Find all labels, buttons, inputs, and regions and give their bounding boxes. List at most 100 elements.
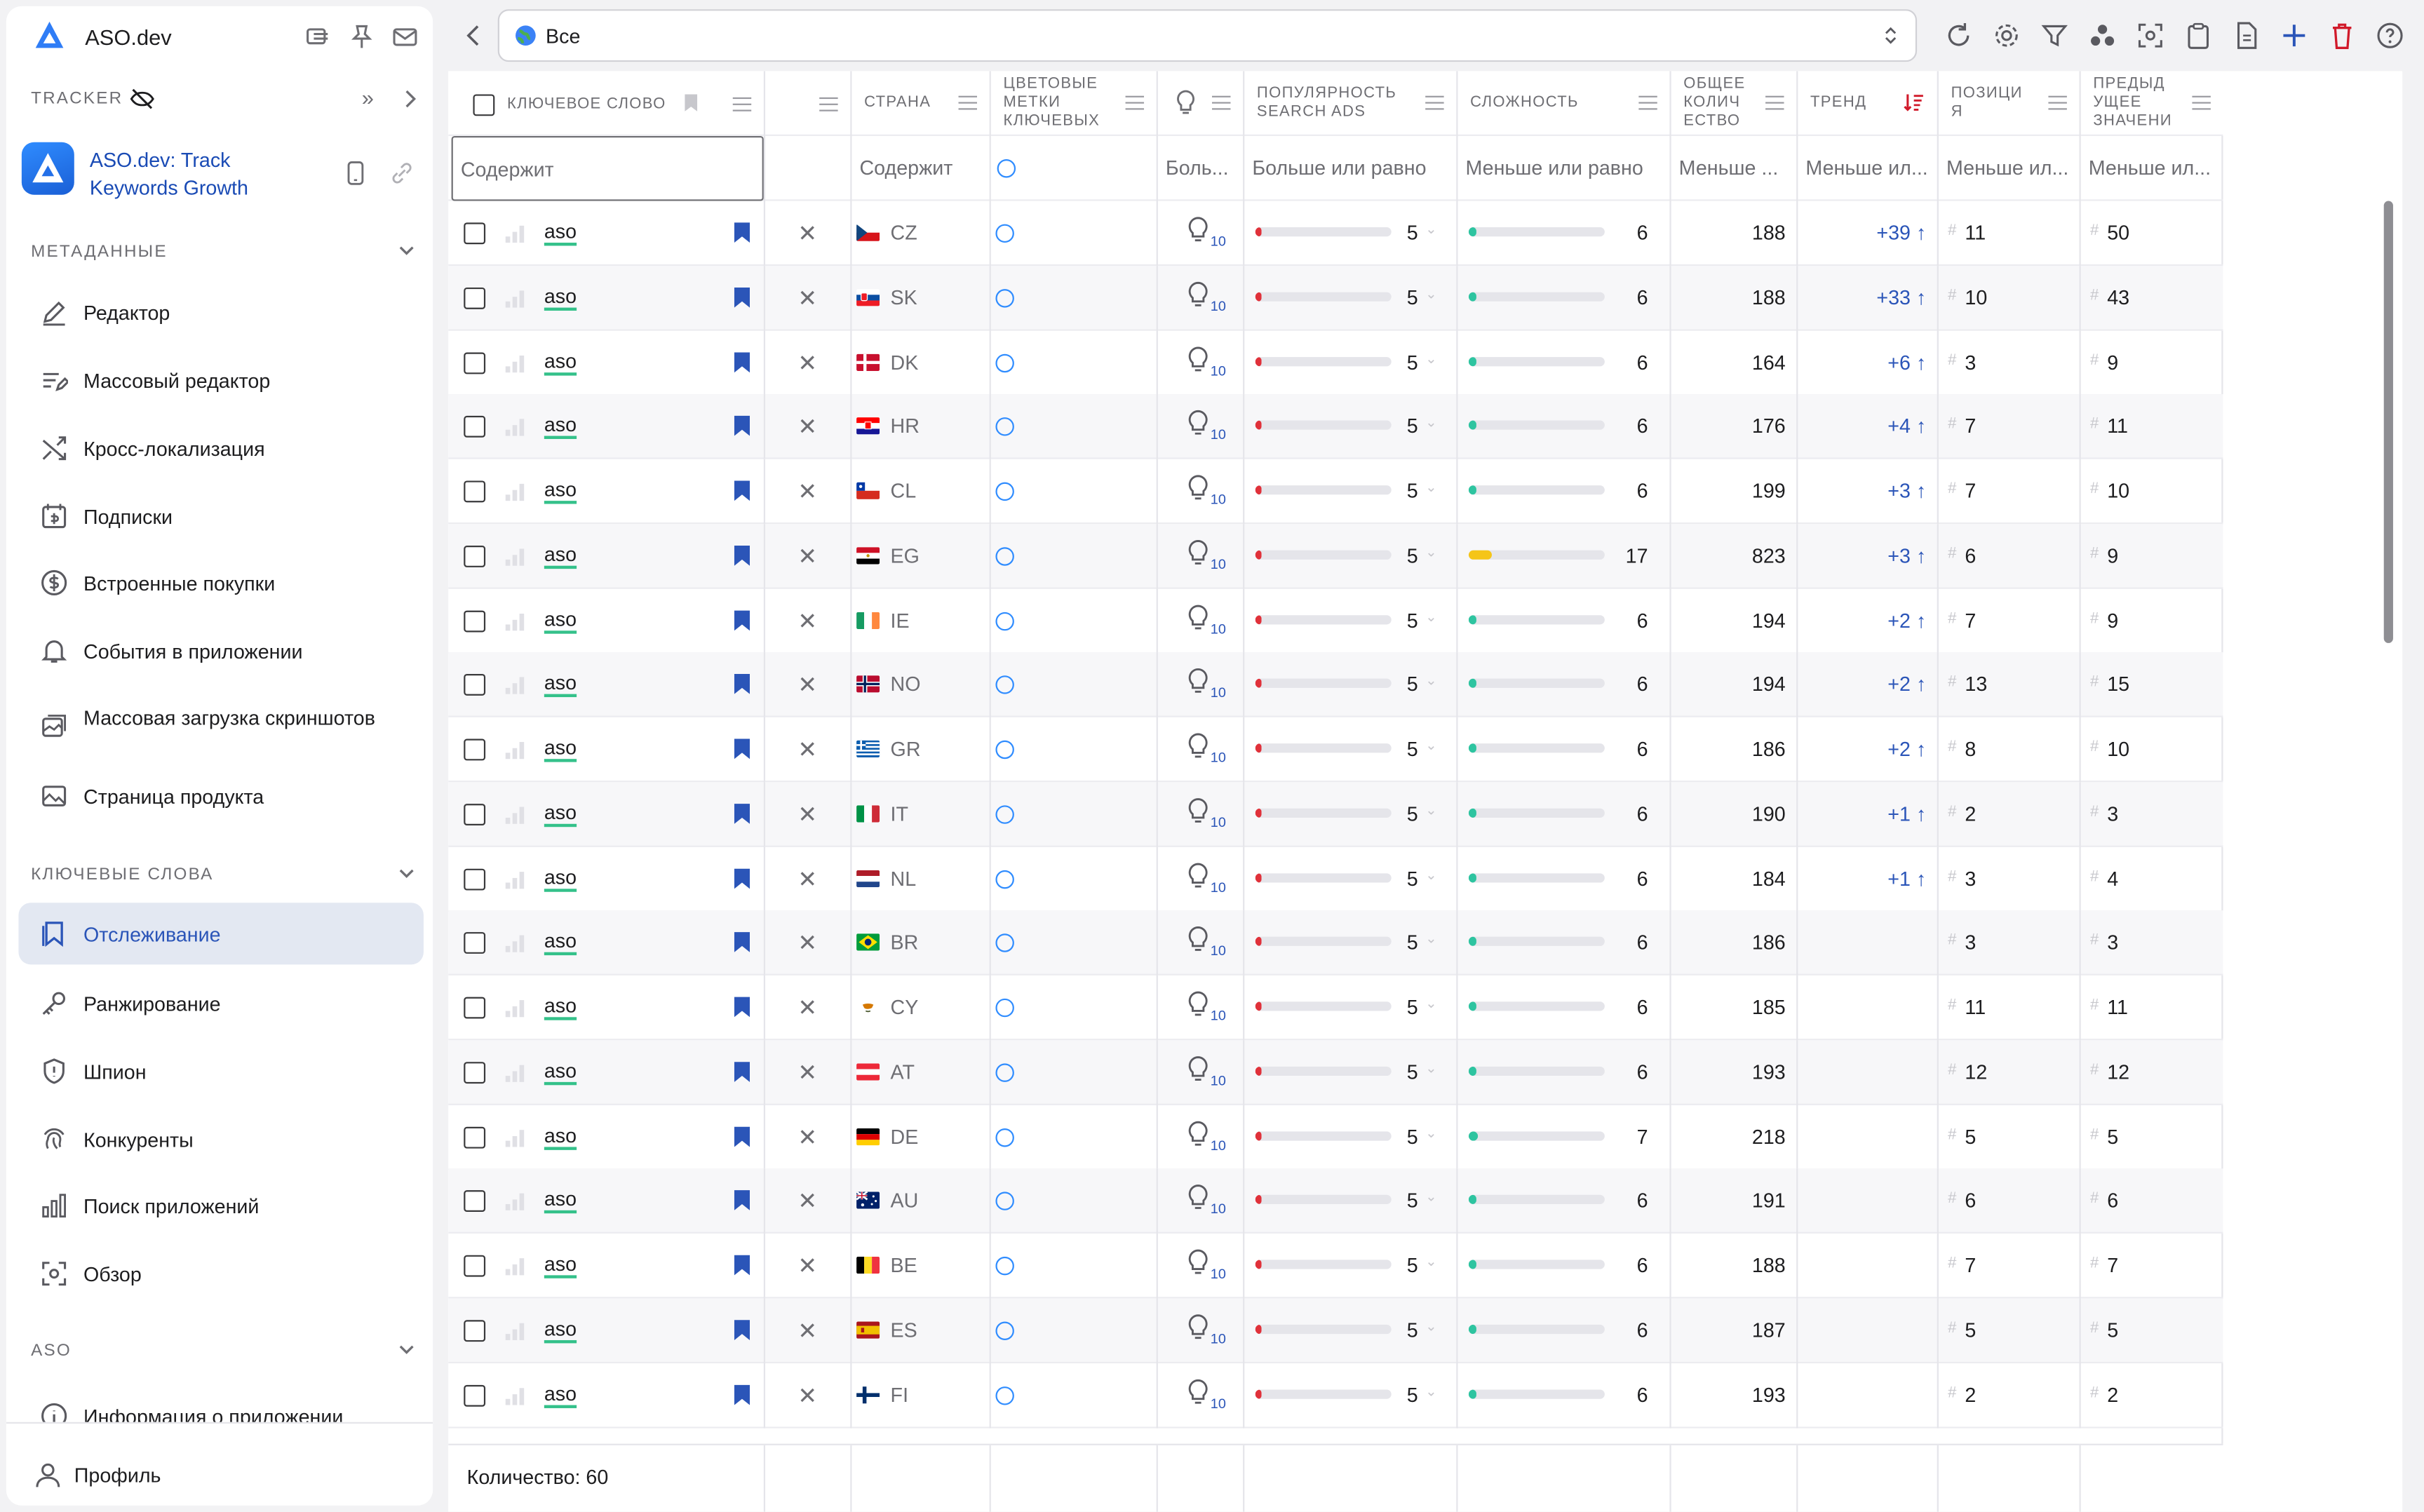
remove-keyword-icon[interactable]: ✕: [797, 866, 818, 893]
bookmark-icon[interactable]: [733, 1189, 751, 1213]
sidebar-keywords-item-6[interactable]: Обзор: [18, 1243, 423, 1304]
table-row[interactable]: aso ✕ IT 10 5 ⌄ 6 190 +1 ↑ #2 #3: [448, 781, 2223, 847]
selected-app-card[interactable]: ASO.dev: Track Keywords Growth: [18, 136, 426, 213]
table-row[interactable]: aso ✕ CY 10 5 ⌄ 6 185 #11 #11: [448, 975, 2223, 1041]
sidebar-metadata-item-1[interactable]: Редактор: [18, 281, 423, 343]
sidebar-keywords-item-2[interactable]: Ранжирование: [18, 972, 423, 1034]
row-checkbox[interactable]: [464, 1319, 486, 1342]
country-filter-input[interactable]: Содержит: [850, 135, 989, 201]
position-filter-input[interactable]: Меньше ил...: [1937, 135, 2080, 201]
vertical-scrollbar[interactable]: [2383, 201, 2393, 643]
color-tag-circle-icon[interactable]: [995, 1256, 1014, 1276]
help-icon[interactable]: [2376, 22, 2404, 50]
section-keywords[interactable]: КЛЮЧЕВЫЕ СЛОВА: [31, 859, 426, 890]
bookmark-icon[interactable]: [733, 1318, 751, 1342]
remove-keyword-icon[interactable]: ✕: [797, 544, 818, 570]
table-row[interactable]: aso ✕ EG 10 5 ⌄ 17 823 +3 ↑ #6 #9: [448, 523, 2223, 589]
color-tag-circle-icon[interactable]: [995, 1385, 1014, 1405]
table-row[interactable]: aso ✕ CL 10 5 ⌄ 6 199 +3 ↑ #7 #10: [448, 459, 2223, 525]
sidebar-metadata-item-5[interactable]: Встроенные покупки: [18, 552, 423, 614]
color-tag-circle-icon[interactable]: [995, 869, 1014, 889]
remove-keyword-icon[interactable]: ✕: [797, 737, 818, 764]
col-bulb-header[interactable]: [1156, 71, 1243, 136]
chevron-right-icon[interactable]: [402, 90, 417, 108]
table-row[interactable]: aso ✕ NO 10 5 ⌄ 6 194 +2 ↑ #13 #15: [448, 652, 2223, 718]
remove-keyword-icon[interactable]: ✕: [797, 1060, 818, 1086]
switch-window-icon[interactable]: [304, 23, 332, 51]
link-icon[interactable]: [389, 161, 414, 185]
column-menu-icon[interactable]: [732, 97, 752, 113]
keyword-link[interactable]: aso: [544, 349, 577, 375]
bookmark-icon[interactable]: [733, 221, 751, 244]
row-checkbox[interactable]: [464, 997, 486, 1019]
pin-icon[interactable]: [348, 23, 376, 51]
col-trend-header[interactable]: ТРЕНД: [1796, 71, 1937, 136]
row-checkbox[interactable]: [464, 1126, 486, 1148]
keyword-link[interactable]: aso: [544, 672, 577, 698]
remove-keyword-icon[interactable]: ✕: [797, 995, 818, 1022]
color-tag-circle-icon[interactable]: [995, 1192, 1014, 1211]
remove-keyword-icon[interactable]: ✕: [797, 802, 818, 828]
remove-keyword-icon[interactable]: ✕: [797, 221, 818, 248]
keyword-link[interactable]: aso: [544, 930, 577, 956]
phone-icon[interactable]: [346, 161, 365, 185]
bookmark-icon[interactable]: [733, 673, 751, 696]
table-row[interactable]: aso ✕ BR 10 5 ⌄ 6 186 #3 #3: [448, 910, 2223, 976]
bookmark-icon[interactable]: [733, 1124, 751, 1147]
keyword-filter-input[interactable]: Содержит: [451, 135, 764, 201]
row-checkbox[interactable]: [464, 609, 486, 632]
bookmark-icon[interactable]: [733, 802, 751, 825]
remove-keyword-icon[interactable]: ✕: [797, 1318, 818, 1345]
section-aso[interactable]: ASO: [31, 1335, 426, 1366]
row-checkbox[interactable]: [464, 545, 486, 567]
sidebar-metadata-item-7[interactable]: Массовая загрузка скриншотов: [18, 696, 423, 757]
row-checkbox[interactable]: [464, 222, 486, 245]
bookmark-header-icon[interactable]: [683, 93, 699, 113]
bookmark-icon[interactable]: [733, 737, 751, 760]
sidebar-keywords-item-4[interactable]: Конкуренты: [18, 1108, 423, 1170]
keyword-link[interactable]: aso: [544, 1382, 577, 1408]
bookmark-icon[interactable]: [733, 479, 751, 502]
color-tag-circle-icon[interactable]: [995, 1321, 1014, 1340]
column-menu-icon[interactable]: [1638, 95, 1657, 112]
country-group-select[interactable]: Все: [497, 9, 1918, 62]
filter-icon[interactable]: [2040, 22, 2068, 50]
color-tag-circle-icon[interactable]: [995, 546, 1014, 566]
color-tag-circle-icon[interactable]: [995, 933, 1014, 953]
document-icon[interactable]: [2233, 22, 2261, 50]
keyword-link[interactable]: aso: [544, 543, 577, 569]
clipboard-icon[interactable]: [2184, 22, 2212, 50]
row-checkbox[interactable]: [464, 287, 486, 309]
sidebar-keywords-item-1[interactable]: Отслеживание: [18, 903, 424, 965]
remove-keyword-icon[interactable]: ✕: [797, 673, 818, 699]
table-row[interactable]: aso ✕ AT 10 5 ⌄ 6 193 #12 #12: [448, 1039, 2223, 1105]
color-tag-circle-icon[interactable]: [995, 740, 1014, 760]
color-tag-filter[interactable]: [989, 135, 1157, 201]
col-position-header[interactable]: ПОЗИЦИ Я: [1937, 71, 2080, 136]
sidebar-aso-item-1[interactable]: Информация о приложении: [18, 1385, 423, 1422]
refresh-icon[interactable]: [1945, 22, 1973, 50]
eye-off-icon[interactable]: [130, 88, 154, 110]
bookmark-icon[interactable]: [733, 544, 751, 567]
col-color-tags-header[interactable]: ЦВЕТОВЫЕ МЕТКИ КЛЮЧЕВЫХ: [989, 71, 1157, 136]
bookmark-icon[interactable]: [733, 608, 751, 631]
settings-icon[interactable]: [1993, 22, 2021, 50]
bookmark-icon[interactable]: [733, 414, 751, 438]
keyword-link[interactable]: aso: [544, 285, 577, 311]
bookmark-icon[interactable]: [733, 995, 751, 1018]
profile-link[interactable]: Профиль: [6, 1422, 433, 1506]
color-tag-circle-icon[interactable]: [995, 353, 1014, 372]
color-tag-circle-icon[interactable]: [995, 288, 1014, 308]
remove-keyword-icon[interactable]: ✕: [797, 1382, 818, 1410]
bulb-filter-input[interactable]: Боль...: [1156, 135, 1243, 201]
bookmark-icon[interactable]: [733, 1254, 751, 1277]
table-row[interactable]: aso ✕ AU 10 5 ⌄ 6 191 #6 #6: [448, 1168, 2223, 1234]
row-checkbox[interactable]: [464, 351, 486, 374]
keyword-link[interactable]: aso: [544, 1188, 577, 1214]
row-checkbox[interactable]: [464, 1190, 486, 1213]
color-tag-circle-icon[interactable]: [995, 1062, 1014, 1082]
keyword-link[interactable]: aso: [544, 220, 577, 246]
keyword-link[interactable]: aso: [544, 736, 577, 762]
add-icon[interactable]: [2280, 22, 2308, 50]
sidebar-metadata-item-4[interactable]: Подписки: [18, 485, 423, 547]
